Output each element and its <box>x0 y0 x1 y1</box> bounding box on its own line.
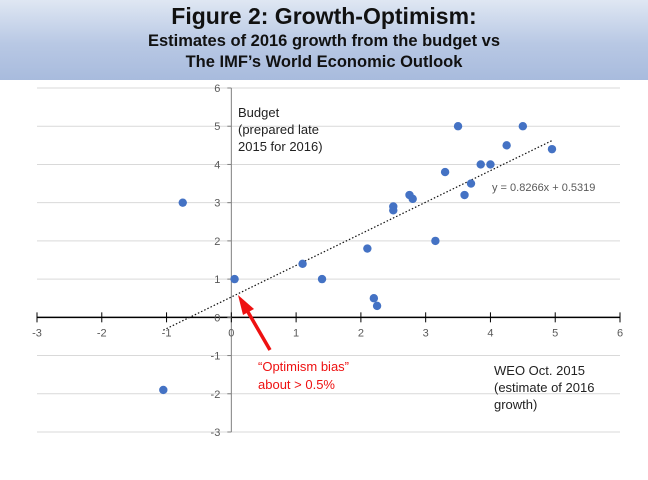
tick-labels: -3 -2 -1 0 1 2 3 4 5 6 -3 -2 -1 0 1 2 3 4 5 6 <box>32 83 623 439</box>
optimism-bias-label: about > 0.5% <box>258 377 335 392</box>
y-tick-label: 3 <box>214 198 220 210</box>
data-points <box>159 122 557 395</box>
figure-subtitle-line-2: The IMF’s World Economic Outlook <box>185 53 463 71</box>
data-point <box>363 244 372 253</box>
optimism-bias-arrow <box>246 311 272 351</box>
data-point <box>476 160 485 169</box>
data-point <box>440 167 450 177</box>
x-tick-label: 1 <box>293 327 299 339</box>
data-point <box>159 385 168 395</box>
x-axis-label-line: (estimate of 2016 <box>494 380 594 395</box>
x-tick-label: -1 <box>162 327 172 339</box>
data-point <box>518 122 528 131</box>
trendline-group: y = 0.8266x + 0.5319 <box>163 140 595 331</box>
x-tick-label: 5 <box>552 327 558 339</box>
data-point <box>178 198 187 207</box>
y-tick-label: -3 <box>211 427 221 439</box>
y-tick-label: 5 <box>214 121 220 133</box>
data-point <box>547 144 557 154</box>
x-tick-label: 3 <box>423 327 429 339</box>
trendline-equation: y = 0.8266x + 0.5319 <box>492 182 595 194</box>
data-point <box>453 122 463 131</box>
figure-subtitle-line-1: Estimates of 2016 growth from the budget… <box>147 32 501 50</box>
y-axis-label-line: (prepared late <box>238 122 319 137</box>
y-tick-label: 0 <box>214 312 220 324</box>
x-tick-label: -3 <box>32 327 42 339</box>
y-tick-label: 6 <box>214 83 220 95</box>
x-tick-label: 4 <box>487 327 493 339</box>
y-tick-label: -2 <box>211 389 221 401</box>
data-point <box>408 194 417 204</box>
data-point <box>389 202 398 211</box>
y-tick-label: 4 <box>214 159 220 171</box>
y-tick-label: 1 <box>214 274 220 286</box>
x-tick-label: 0 <box>228 327 234 339</box>
x-tick-label: -2 <box>97 327 107 339</box>
data-point <box>317 274 327 284</box>
data-point <box>460 190 469 200</box>
trendline <box>163 140 553 331</box>
data-point <box>298 259 307 269</box>
y-tick-label: -1 <box>211 351 221 363</box>
x-tick-label: 2 <box>358 327 364 339</box>
y-tick-label: 2 <box>214 236 220 248</box>
title-banner: Figure 2: Growth-Optimism: Estimates of … <box>0 0 648 80</box>
data-point <box>369 294 379 303</box>
figure-title: Figure 2: Growth-Optimism: <box>171 3 477 29</box>
data-point <box>466 179 476 188</box>
optimism-bias-arrowhead <box>238 295 254 315</box>
data-point <box>230 274 239 284</box>
x-axis-label-line: WEO Oct. 2015 <box>494 363 585 378</box>
chart-annotations: Budget (prepared late 2015 for 2016) WEO Oc… <box>238 105 594 412</box>
optimism-bias-label: “Optimism bias” <box>258 359 349 374</box>
y-axis-label-line: Budget <box>238 105 280 120</box>
x-tick-label: 6 <box>617 327 623 339</box>
gridlines <box>37 87 620 433</box>
data-point <box>502 141 511 150</box>
y-axis-label-line: 2015 for 2016) <box>238 139 323 154</box>
x-axis-label-line: growth) <box>494 397 537 412</box>
data-point <box>372 301 382 311</box>
data-point <box>486 160 495 169</box>
axes <box>36 87 621 433</box>
data-point <box>431 236 440 246</box>
